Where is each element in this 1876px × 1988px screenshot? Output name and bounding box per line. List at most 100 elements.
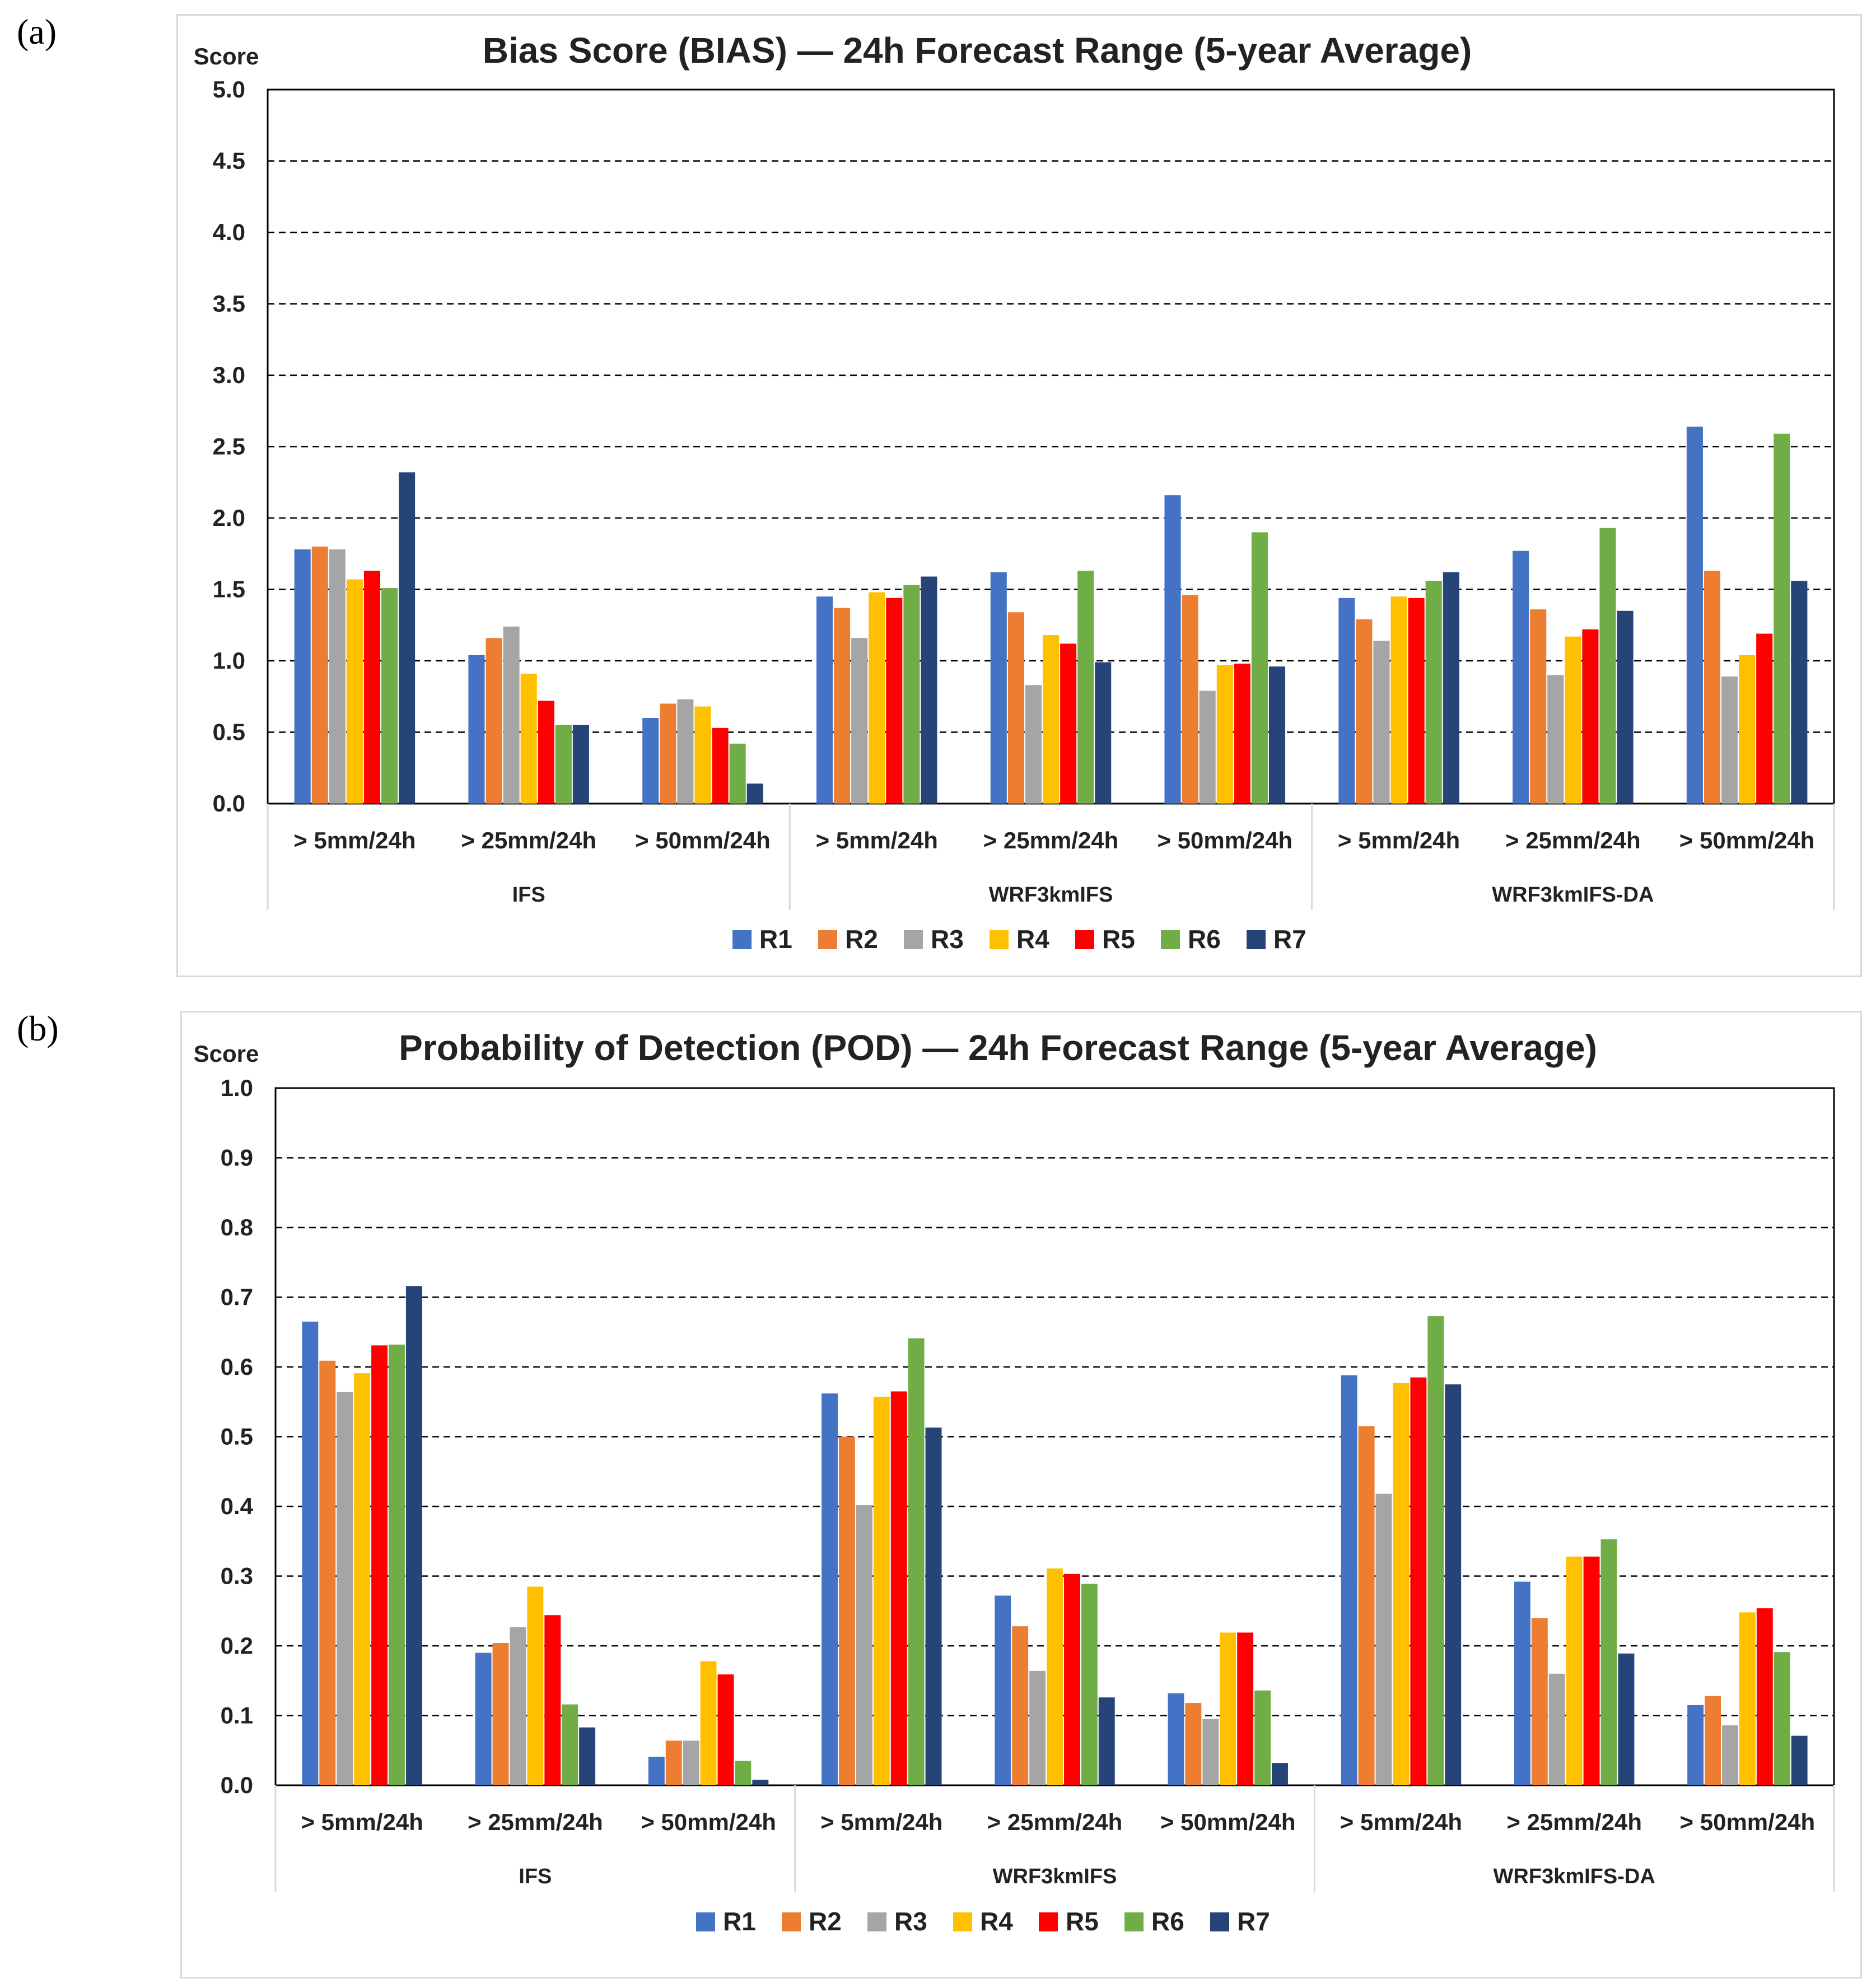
bar-r6-wrf3kmifs-3	[1254, 1690, 1271, 1785]
bar-r4-ifs-1	[354, 1373, 371, 1785]
legend-label-r2: R2	[809, 1907, 842, 1936]
x-category-label: > 5mm/24h	[1338, 827, 1460, 853]
bar-r4-wrf3kmifs-1	[869, 592, 885, 804]
bar-r3-wrf3kmifs-1	[856, 1505, 872, 1785]
x-group-label: IFS	[512, 883, 545, 907]
bar-r4-wrf3kmifs-3	[1220, 1632, 1236, 1785]
bar-r6-ifs-1	[381, 587, 398, 804]
y-tick-label: 3.0	[213, 362, 245, 388]
x-category-label: > 5mm/24h	[816, 827, 938, 853]
bar-r4-wrf3kmifs-2	[1042, 635, 1060, 804]
bar-r4-wrf3kmifs-da-2	[1565, 636, 1581, 804]
bar-r2-ifs-1	[319, 1360, 336, 1785]
y-axis-label: Score	[194, 43, 259, 69]
bar-r2-wrf3kmifs-2	[1012, 1626, 1029, 1785]
bar-r3-ifs-1	[329, 549, 346, 804]
bar-r7-wrf3kmifs-3	[1272, 1763, 1288, 1785]
legend-swatch-r2	[782, 1912, 801, 1931]
bar-r4-wrf3kmifs-da-1	[1390, 596, 1407, 804]
bar-r6-wrf3kmifs-da-1	[1427, 1316, 1444, 1785]
y-tick-label: 2.0	[213, 505, 245, 531]
bar-r3-wrf3kmifs-da-2	[1548, 1673, 1565, 1785]
chart-b-frame	[180, 1011, 1862, 1978]
bar-r1-wrf3kmifs-da-3	[1687, 1705, 1704, 1785]
y-tick-label: 3.5	[213, 291, 245, 317]
bar-r3-wrf3kmifs-3	[1199, 690, 1216, 804]
legend-label-r5: R5	[1066, 1907, 1099, 1936]
legend-swatch-r5	[1075, 930, 1094, 949]
x-group-label: WRF3kmIFS-DA	[1492, 883, 1654, 907]
legend-label-r6: R6	[1188, 925, 1221, 954]
bar-r6-wrf3kmifs-da-1	[1425, 581, 1442, 804]
bar-r2-wrf3kmifs-1	[834, 608, 851, 804]
legend-swatch-r6	[1161, 930, 1180, 949]
bar-r5-ifs-2	[538, 701, 554, 804]
legend-label-r7: R7	[1237, 1907, 1270, 1936]
y-tick-label: 2.5	[213, 433, 245, 460]
bar-r2-ifs-2	[486, 638, 502, 804]
x-category-label: > 25mm/24h	[987, 1809, 1123, 1835]
legend-swatch-r3	[904, 930, 923, 949]
bar-r3-ifs-3	[677, 699, 694, 804]
bar-r5-wrf3kmifs-da-2	[1583, 1556, 1600, 1785]
y-tick-label: 4.0	[213, 219, 245, 245]
bar-r2-wrf3kmifs-da-2	[1531, 1618, 1548, 1785]
bar-r5-wrf3kmifs-da-1	[1408, 598, 1425, 804]
bar-r4-wrf3kmifs-da-3	[1739, 655, 1756, 804]
legend-label-r7: R7	[1273, 925, 1306, 954]
x-category-label: > 25mm/24h	[1505, 827, 1641, 853]
chart-title: Probability of Detection (POD) — 24h For…	[399, 1028, 1597, 1068]
bar-r7-ifs-3	[746, 783, 763, 804]
bar-r6-ifs-3	[729, 743, 746, 804]
legend-swatch-r4	[953, 1912, 972, 1931]
x-category-label: > 50mm/24h	[1679, 827, 1815, 853]
bar-r3-wrf3kmifs-da-2	[1547, 675, 1564, 804]
bar-r4-wrf3kmifs-3	[1216, 665, 1233, 804]
bar-r2-wrf3kmifs-da-1	[1358, 1426, 1375, 1785]
bar-r6-wrf3kmifs-1	[903, 585, 920, 804]
y-axis-label: Score	[194, 1040, 259, 1067]
legend-swatch-r7	[1247, 930, 1266, 949]
y-tick-label: 0.7	[221, 1284, 253, 1310]
bar-r1-ifs-3	[648, 1756, 665, 1785]
bar-r5-wrf3kmifs-da-3	[1756, 1608, 1773, 1785]
bar-r1-wrf3kmifs-da-3	[1686, 426, 1703, 804]
y-tick-label: 0.8	[221, 1214, 253, 1240]
bar-r2-wrf3kmifs-3	[1182, 595, 1198, 804]
bar-r7-ifs-3	[752, 1780, 769, 1785]
chart-a-frame	[176, 14, 1862, 977]
x-group-label: WRF3kmIFS-DA	[1494, 1865, 1655, 1888]
bar-r5-wrf3kmifs-3	[1237, 1632, 1254, 1785]
bar-r7-wrf3kmifs-3	[1268, 666, 1286, 804]
bar-r7-ifs-1	[399, 472, 416, 804]
bar-r3-ifs-2	[510, 1627, 526, 1785]
x-category-label: > 5mm/24h	[820, 1809, 942, 1835]
bar-r2-wrf3kmifs-da-1	[1356, 619, 1373, 804]
legend-label-r6: R6	[1151, 1907, 1184, 1936]
bar-r7-wrf3kmifs-da-1	[1443, 572, 1459, 804]
x-category-label: > 5mm/24h	[293, 827, 416, 853]
bar-r4-wrf3kmifs-da-1	[1393, 1383, 1410, 1785]
bar-r3-wrf3kmifs-1	[851, 638, 868, 804]
y-tick-label: 5.0	[213, 76, 245, 102]
bar-r7-wrf3kmifs-2	[1098, 1697, 1115, 1785]
bar-r6-wrf3kmifs-da-3	[1774, 1652, 1790, 1785]
x-category-label: > 25mm/24h	[468, 1809, 603, 1835]
bar-r5-wrf3kmifs-2	[1060, 643, 1077, 804]
legend-swatch-r6	[1124, 1912, 1144, 1931]
bar-r7-wrf3kmifs-da-1	[1445, 1384, 1462, 1785]
bar-r3-ifs-2	[503, 626, 520, 804]
legend-label-r3: R3	[894, 1907, 927, 1936]
bar-r2-wrf3kmifs-da-3	[1704, 571, 1720, 804]
bar-r3-wrf3kmifs-da-3	[1721, 676, 1738, 804]
panel-a-label: (a)	[17, 12, 57, 52]
y-tick-label: 1.5	[213, 576, 245, 603]
legend-label-r5: R5	[1102, 925, 1135, 954]
bar-r7-wrf3kmifs-da-3	[1791, 1735, 1808, 1785]
bar-r5-ifs-1	[371, 1345, 388, 1785]
bar-r4-wrf3kmifs-da-3	[1739, 1612, 1756, 1785]
bar-r2-wrf3kmifs-2	[1007, 612, 1024, 804]
bar-r1-wrf3kmifs-3	[1168, 1693, 1184, 1785]
bar-r5-wrf3kmifs-da-3	[1756, 633, 1773, 804]
